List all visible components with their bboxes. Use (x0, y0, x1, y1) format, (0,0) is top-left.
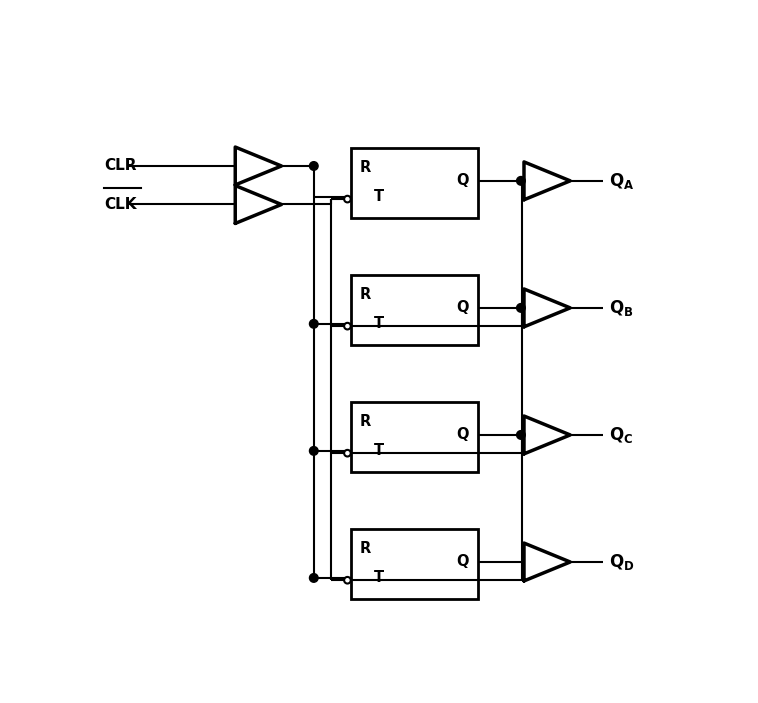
Bar (351, 276, 478, 344)
Text: T: T (374, 570, 384, 585)
Circle shape (344, 195, 351, 202)
Text: T: T (374, 443, 384, 458)
Circle shape (344, 323, 351, 330)
Text: CLK: CLK (105, 197, 137, 212)
Circle shape (309, 574, 318, 582)
Bar (351, 148, 478, 217)
Text: R: R (360, 541, 371, 556)
Text: $\mathbf{Q}_\mathbf{B}$: $\mathbf{Q}_\mathbf{B}$ (609, 298, 633, 318)
Text: $\mathbf{Q}_\mathbf{D}$: $\mathbf{Q}_\mathbf{D}$ (609, 552, 634, 572)
Text: R: R (360, 287, 371, 302)
Text: R: R (360, 414, 371, 429)
Text: CLR: CLR (105, 158, 137, 174)
Text: T: T (374, 188, 384, 204)
Circle shape (517, 431, 525, 439)
Text: $\mathbf{Q}_\mathbf{A}$: $\mathbf{Q}_\mathbf{A}$ (609, 171, 634, 191)
Text: T: T (374, 316, 384, 330)
Text: Q: Q (456, 427, 468, 442)
Bar (351, 402, 478, 472)
Bar (351, 529, 478, 599)
Text: $\mathbf{Q}_\mathbf{C}$: $\mathbf{Q}_\mathbf{C}$ (609, 425, 633, 445)
Circle shape (309, 446, 318, 455)
Text: Q: Q (456, 555, 468, 569)
Text: R: R (360, 160, 371, 175)
Text: Q: Q (456, 300, 468, 316)
Circle shape (309, 320, 318, 328)
Text: Q: Q (456, 174, 468, 188)
Circle shape (517, 304, 525, 312)
Circle shape (344, 577, 351, 583)
Circle shape (517, 176, 525, 185)
Circle shape (344, 450, 351, 456)
Circle shape (309, 162, 318, 170)
